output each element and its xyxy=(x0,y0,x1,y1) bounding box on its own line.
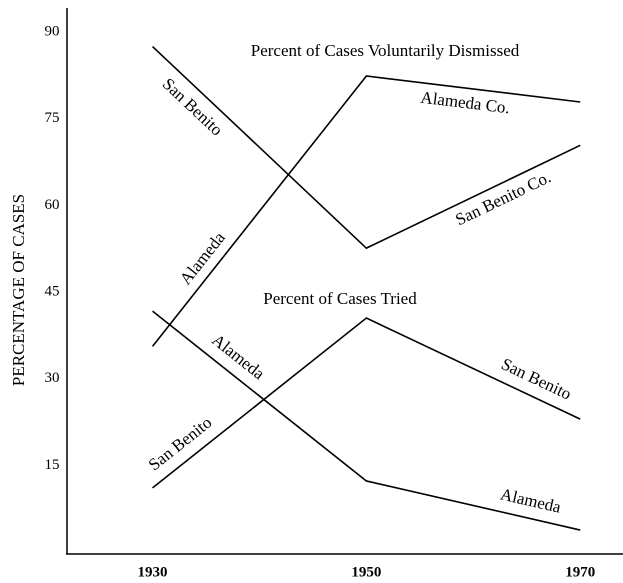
y-axis-label: PERCENTAGE OF CASES xyxy=(9,194,28,386)
line xyxy=(151,75,581,347)
x-tick-label: 1970 xyxy=(565,564,595,580)
y-tick-label: 15 xyxy=(45,457,60,473)
y-tick-label: 75 xyxy=(45,110,60,126)
chart-title: Percent of Cases Voluntarily Dismissed xyxy=(251,41,520,60)
line xyxy=(152,317,581,489)
line-label: Alameda xyxy=(499,485,563,517)
y-tick-label: 45 xyxy=(45,283,60,299)
line-label: Alameda xyxy=(176,228,229,288)
chart-subtitle: Percent of Cases Tried xyxy=(263,289,417,308)
y-tick-label: 90 xyxy=(45,24,60,40)
x-tick-label: 1950 xyxy=(351,564,381,580)
y-tick-label: 60 xyxy=(45,197,60,213)
y-tick-label: 30 xyxy=(45,370,60,386)
line xyxy=(151,45,581,250)
line-label: San Benito Co. xyxy=(452,167,553,229)
x-tick-label: 1930 xyxy=(138,564,168,580)
line xyxy=(152,310,581,531)
line-label: Alameda xyxy=(208,330,268,383)
line-label: San Benito xyxy=(498,354,574,403)
